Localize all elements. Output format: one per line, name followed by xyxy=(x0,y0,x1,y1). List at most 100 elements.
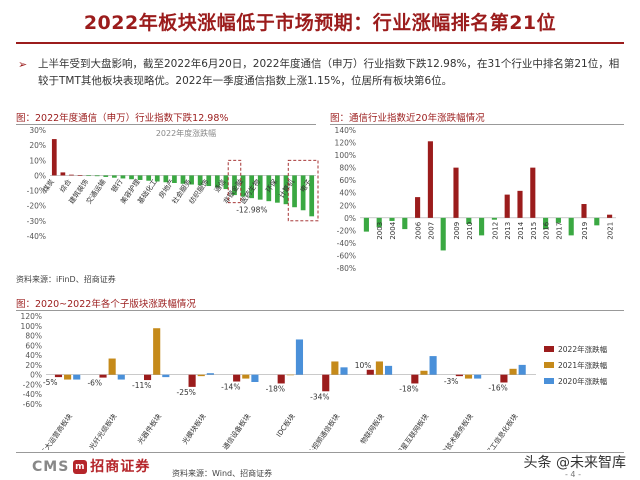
chart3-bar xyxy=(117,374,125,380)
chart1-bar xyxy=(103,175,109,177)
chart1-ytick-label: 20% xyxy=(29,141,46,150)
chart3-bar xyxy=(366,369,374,375)
chart1-annotation: -12.98% xyxy=(236,206,267,215)
title-divider xyxy=(16,42,624,44)
chart2-bar xyxy=(402,217,408,230)
chart3-category-label: 三大运营商板块 xyxy=(38,412,73,450)
chart3-bar xyxy=(144,374,152,381)
chart1-bar xyxy=(146,175,152,181)
chart1-bar xyxy=(300,175,306,211)
chart1-category-label: 银行 xyxy=(109,177,124,194)
chart2-caption: 图：通信行业指数近20年涨跌幅情况 xyxy=(330,113,485,124)
chart1-bar xyxy=(249,175,255,199)
chart2-bar xyxy=(479,217,485,236)
chart3-ytick-label: 120% xyxy=(21,312,42,321)
chart1-bar xyxy=(94,175,100,177)
chart2-bar xyxy=(415,197,421,218)
chart1-bar xyxy=(69,174,74,176)
chart1-bar xyxy=(120,175,126,179)
chart3-category-label: 军工信息化板块 xyxy=(484,412,519,450)
chart3-value-label: -5% xyxy=(43,378,58,387)
chart1-caption-rule xyxy=(16,124,316,125)
chart2-year-label: 2017 xyxy=(555,222,563,240)
chart1-highlight-box xyxy=(287,159,319,222)
chart2-bar xyxy=(427,141,433,218)
chart2-bar xyxy=(504,194,510,218)
chart3-bar xyxy=(340,367,348,375)
chart3-legend-swatch xyxy=(544,346,554,352)
chart2-bar xyxy=(466,217,472,225)
chart3-bar xyxy=(242,374,250,379)
cms-logo: CMS m 招商证券 xyxy=(32,456,150,476)
chart3-value-label: -18% xyxy=(266,384,285,393)
chart3-category-label: 云视频&视频通信板块 xyxy=(295,412,342,450)
chart3-bar xyxy=(455,374,463,377)
bullet-arrow-icon: ➢ xyxy=(18,58,28,71)
chart2-year-label: 2007 xyxy=(427,222,435,240)
chart1-ytick-label: -10% xyxy=(27,187,46,196)
chart3-bar xyxy=(420,370,428,375)
chart3-bar xyxy=(64,374,72,380)
chart3-ytick-label: -60% xyxy=(23,400,42,409)
chart3-value-label: -3% xyxy=(444,377,459,386)
chart3-bar xyxy=(474,374,482,379)
watermark: 头条 @未来智库 xyxy=(523,455,626,471)
summary-paragraph: 上半年受到大盘影响，截至2022年6月20日，2022年度通信（申万）行业指数下… xyxy=(38,58,620,87)
chart2-ytick-label: 120% xyxy=(335,139,356,148)
chart2-year-label: 2019 xyxy=(581,222,589,240)
chart2-caption-rule xyxy=(330,124,624,125)
chart3-bar xyxy=(162,374,170,378)
chart1-bar xyxy=(309,175,315,217)
chart3-caption: 图：2020~2022年各个子版块涨跌幅情况 xyxy=(16,299,196,310)
chart3-category-label: 光器件板块 xyxy=(136,412,163,446)
chart1-ytick-label: -20% xyxy=(27,202,46,211)
chart1-category-label: 综合 xyxy=(58,177,73,194)
chart2-ytick-label: -80% xyxy=(337,264,356,272)
chart1-bar xyxy=(206,175,212,187)
chart3-ytick-label: 20% xyxy=(25,361,42,370)
chart3-bar xyxy=(206,373,214,375)
chart1-bar xyxy=(275,175,280,203)
chart2-bar xyxy=(363,217,369,232)
cms-text: CMS xyxy=(32,459,70,475)
chart1-bar xyxy=(283,175,289,205)
chart3-category-label: 卫星互联网板块 xyxy=(395,412,430,450)
chart3-bar xyxy=(411,374,419,384)
chart1-bar xyxy=(172,175,177,183)
chart3-bar xyxy=(99,374,107,378)
chart3-bar xyxy=(153,328,161,375)
chart1-bar xyxy=(257,175,263,200)
chart2-year-label: 2013 xyxy=(504,222,512,240)
chart3-value-label: 10% xyxy=(355,361,372,370)
chart1-bar xyxy=(240,175,246,197)
chart3-bar xyxy=(295,339,304,375)
chart2-bar xyxy=(607,214,613,218)
chart2-year-label: 2004 xyxy=(389,221,397,239)
chart2-ytick-label: 0% xyxy=(344,214,356,223)
chart3-legend-label: 2020年涨跌幅 xyxy=(558,376,608,386)
chart2-ytick-label: 60% xyxy=(339,176,356,185)
chart2-svg: 140% 120% 100% 80% 60% 40% 20% 0% -20% -40% -60% -8… xyxy=(335,126,616,272)
chart1-bar xyxy=(129,175,134,180)
chart3-value-label: -11% xyxy=(132,381,151,390)
chart3-bar xyxy=(429,356,437,375)
chart3-ytick-label: 80% xyxy=(25,332,42,341)
chart2-year-label: 2003 xyxy=(376,222,384,240)
chart2-year-label: 2014 xyxy=(517,221,525,239)
chart3-ytick-label: -20% xyxy=(23,380,42,389)
page-title: 2022年板块涨幅低于市场预期：行业涨幅排名第21位 xyxy=(83,12,557,34)
logo-badge-icon: m xyxy=(73,460,88,474)
chart2-ytick-label: 20% xyxy=(339,201,356,210)
chart3-bar xyxy=(197,374,205,377)
chart3-value-label: -14% xyxy=(221,383,240,392)
chart1-bar xyxy=(232,175,237,196)
chart3-ytick-label: -40% xyxy=(23,390,42,399)
page-number: - 4 - xyxy=(565,470,581,479)
chart1-bar xyxy=(214,175,220,188)
chart1-bar xyxy=(77,175,83,176)
chart1-inner-title: 2022年度涨跌幅 xyxy=(156,128,216,138)
chart2-year-label: 2016 xyxy=(543,221,551,239)
chart3-bar xyxy=(331,361,339,375)
chart3-value-label: -16% xyxy=(488,383,507,392)
